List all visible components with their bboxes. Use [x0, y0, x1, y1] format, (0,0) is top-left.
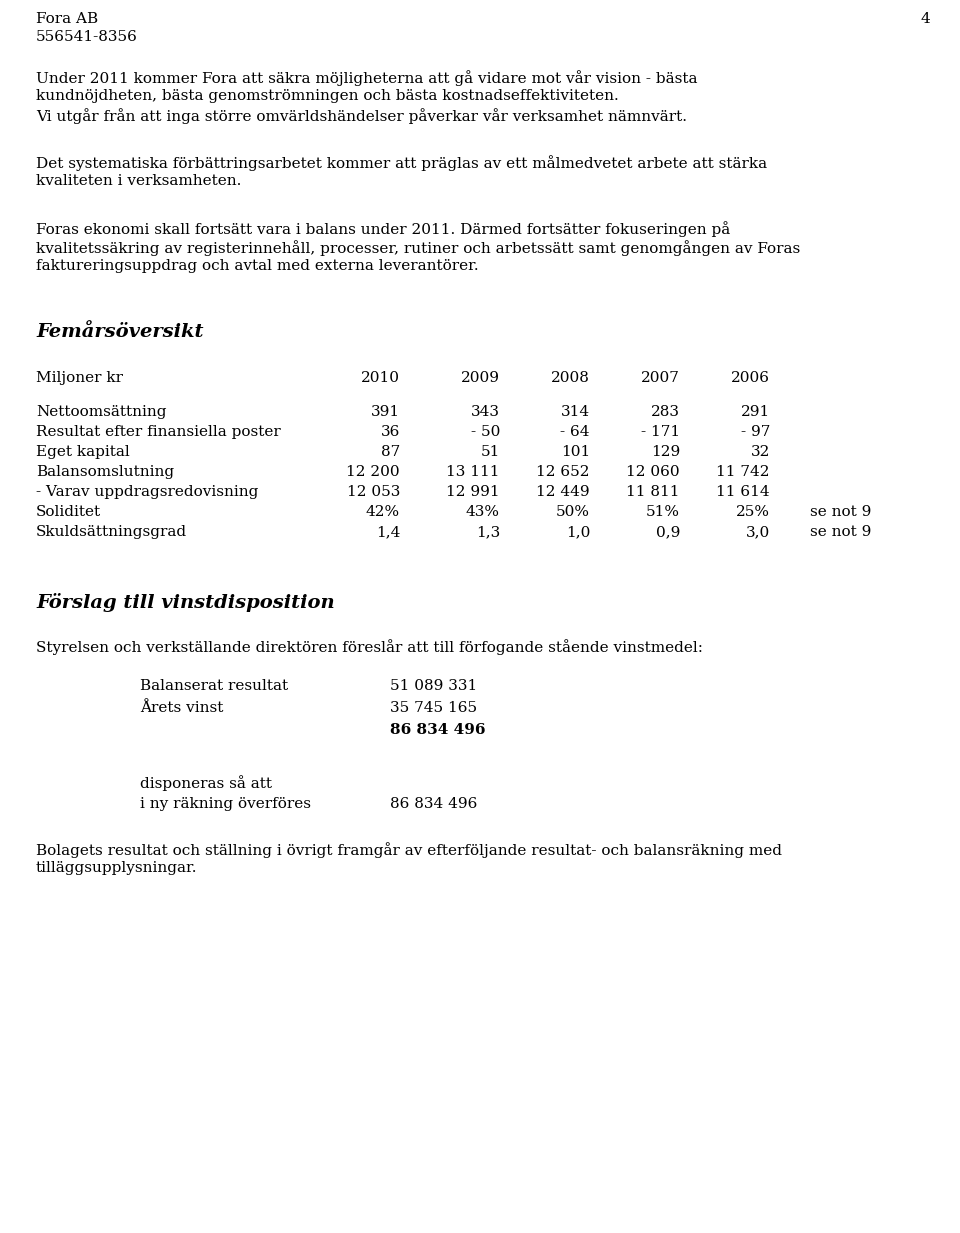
Text: 86 834 496: 86 834 496	[390, 723, 486, 737]
Text: 1,0: 1,0	[565, 525, 590, 539]
Text: se not 9: se not 9	[810, 525, 872, 539]
Text: i ny räkning överföres: i ny räkning överföres	[140, 797, 311, 811]
Text: 12 200: 12 200	[347, 465, 400, 478]
Text: 25%: 25%	[736, 506, 770, 519]
Text: Balansomslutning: Balansomslutning	[36, 465, 174, 478]
Text: 1,3: 1,3	[476, 525, 500, 539]
Text: 2010: 2010	[361, 371, 400, 385]
Text: 314: 314	[561, 404, 590, 419]
Text: Styrelsen och verkställande direktören föreslår att till förfogande stående vins: Styrelsen och verkställande direktören f…	[36, 639, 703, 655]
Text: 51: 51	[481, 445, 500, 459]
Text: 2007: 2007	[641, 371, 680, 385]
Text: 2009: 2009	[461, 371, 500, 385]
Text: 11 614: 11 614	[716, 485, 770, 499]
Text: Under 2011 kommer Fora att säkra möjligheterna att gå vidare mot vår vision - bä: Under 2011 kommer Fora att säkra möjligh…	[36, 70, 698, 86]
Text: Foras ekonomi skall fortsätt vara i balans under 2011. Därmed fortsätter fokuser: Foras ekonomi skall fortsätt vara i bala…	[36, 221, 731, 237]
Text: 101: 101	[561, 445, 590, 459]
Text: Årets vinst: Årets vinst	[140, 702, 224, 715]
Text: Vi utgår från att inga större omvärldshändelser påverkar vår verksamhet nämnvärt: Vi utgår från att inga större omvärldshä…	[36, 109, 687, 123]
Text: 4: 4	[921, 12, 930, 26]
Text: 391: 391	[371, 404, 400, 419]
Text: 12 060: 12 060	[626, 465, 680, 478]
Text: faktureringsuppdrag och avtal med externa leverantörer.: faktureringsuppdrag och avtal med extern…	[36, 259, 479, 272]
Text: disponeras så att: disponeras så att	[140, 776, 272, 790]
Text: 50%: 50%	[556, 506, 590, 519]
Text: 291: 291	[741, 404, 770, 419]
Text: 87: 87	[381, 445, 400, 459]
Text: 42%: 42%	[366, 506, 400, 519]
Text: Femårsöversikt: Femårsöversikt	[36, 323, 204, 342]
Text: 2008: 2008	[551, 371, 590, 385]
Text: kundnöjdheten, bästa genomströmningen och bästa kostnadseffektiviteten.: kundnöjdheten, bästa genomströmningen oc…	[36, 89, 619, 104]
Text: - 171: - 171	[641, 425, 680, 439]
Text: - 50: - 50	[470, 425, 500, 439]
Text: Det systematiska förbättringsarbetet kommer att präglas av ett målmedvetet arbet: Det systematiska förbättringsarbetet kom…	[36, 155, 767, 171]
Text: Fora AB: Fora AB	[36, 12, 98, 26]
Text: Skuldsättningsgrad: Skuldsättningsgrad	[36, 525, 187, 539]
Text: 556541-8356: 556541-8356	[36, 30, 138, 44]
Text: 12 991: 12 991	[446, 485, 500, 499]
Text: Bolagets resultat och ställning i övrigt framgår av efterföljande resultat- och : Bolagets resultat och ställning i övrigt…	[36, 842, 782, 858]
Text: Balanserat resultat: Balanserat resultat	[140, 679, 288, 693]
Text: 13 111: 13 111	[446, 465, 500, 478]
Text: 12 652: 12 652	[537, 465, 590, 478]
Text: Resultat efter finansiella poster: Resultat efter finansiella poster	[36, 425, 280, 439]
Text: Eget kapital: Eget kapital	[36, 445, 130, 459]
Text: 12 053: 12 053	[347, 485, 400, 499]
Text: 129: 129	[651, 445, 680, 459]
Text: se not 9: se not 9	[810, 506, 872, 519]
Text: Soliditet: Soliditet	[36, 506, 101, 519]
Text: Miljoner kr: Miljoner kr	[36, 371, 123, 385]
Text: 51 089 331: 51 089 331	[390, 679, 477, 693]
Text: kvaliteten i verksamheten.: kvaliteten i verksamheten.	[36, 174, 241, 187]
Text: Förslag till vinstdisposition: Förslag till vinstdisposition	[36, 593, 335, 612]
Text: 32: 32	[751, 445, 770, 459]
Text: - 97: - 97	[740, 425, 770, 439]
Text: 12 449: 12 449	[537, 485, 590, 499]
Text: tilläggsupplysningar.: tilläggsupplysningar.	[36, 861, 198, 875]
Text: - Varav uppdragsredovisning: - Varav uppdragsredovisning	[36, 485, 258, 499]
Text: 11 811: 11 811	[627, 485, 680, 499]
Text: 43%: 43%	[466, 506, 500, 519]
Text: 35 745 165: 35 745 165	[390, 702, 477, 715]
Text: 283: 283	[651, 404, 680, 419]
Text: 11 742: 11 742	[716, 465, 770, 478]
Text: kvalitetssäkring av registerinnehåll, processer, rutiner och arbetssätt samt gen: kvalitetssäkring av registerinnehåll, pr…	[36, 240, 801, 256]
Text: 0,9: 0,9	[656, 525, 680, 539]
Text: 36: 36	[380, 425, 400, 439]
Text: 343: 343	[471, 404, 500, 419]
Text: - 64: - 64	[561, 425, 590, 439]
Text: 3,0: 3,0	[746, 525, 770, 539]
Text: 51%: 51%	[646, 506, 680, 519]
Text: 86 834 496: 86 834 496	[390, 797, 477, 811]
Text: Nettoomsättning: Nettoomsättning	[36, 404, 166, 419]
Text: 2006: 2006	[731, 371, 770, 385]
Text: 1,4: 1,4	[375, 525, 400, 539]
